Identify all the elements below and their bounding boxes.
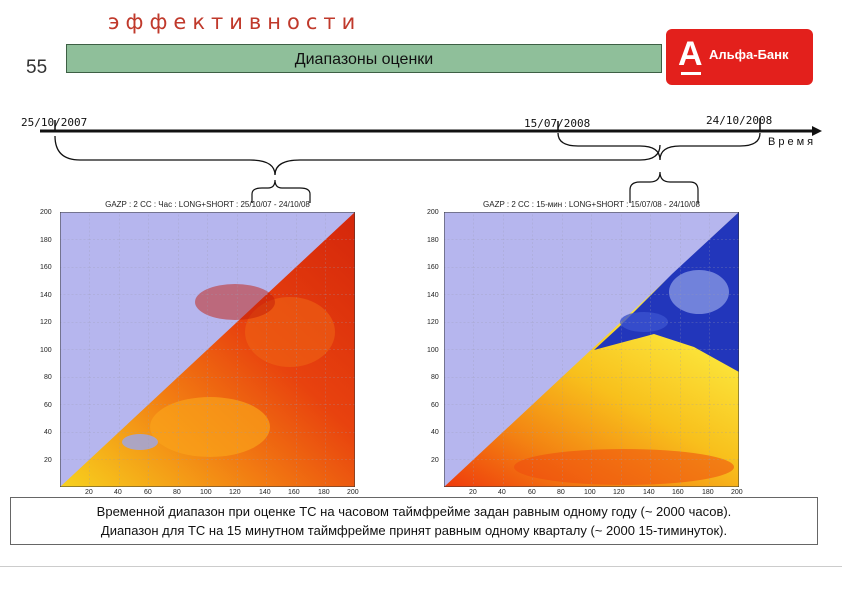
plot1-y-tick: 80 [44,374,52,381]
plot1-y-tick: 40 [44,429,52,436]
plot2-x-tick: 80 [557,489,565,496]
plot1-y-tick: 60 [44,402,52,409]
plot1-x-tick: 160 [288,489,300,496]
plot1-x-tick: 40 [114,489,122,496]
caption-line-1: Временной диапазон при оценке ТС на часо… [96,504,732,519]
plot2-caption-bracket [629,171,699,203]
plot1-x-tick: 100 [200,489,212,496]
plot2-y-tick: 140 [427,292,439,299]
plot2-x-tick: 140 [643,489,655,496]
plot2-x-tick: 200 [731,489,743,496]
plot2-y-tick: 160 [427,264,439,271]
logo-underline [681,72,701,75]
plot2-x-tick: 160 [672,489,684,496]
plot1-caption-bracket [251,179,311,203]
plot1-x-tick: 60 [144,489,152,496]
slide-title: Диапазоны оценки [294,51,434,68]
plot2-x-tick: 40 [498,489,506,496]
plot2-y-tick: 100 [427,347,439,354]
timeline-date-end: 24/10/2008 [706,114,773,127]
plot2-x-tick: 180 [702,489,714,496]
logo-text: Альфа-Банк [709,47,789,62]
timeline-arrow-icon [812,126,822,136]
heatmap-hourly [60,212,355,487]
range-brace-15min [557,132,761,161]
alfa-bank-logo [666,29,813,85]
plot1-x-tick: 200 [347,489,359,496]
plot1-caption: GAZP : 2 CC : Час : LONG+SHORT : 25/10/0… [105,200,310,209]
plot1-x-tick: 140 [259,489,271,496]
plot1-y-tick: 100 [40,347,52,354]
plot1-y-tick: 140 [40,292,52,299]
range-brace-hourly [54,135,661,176]
plot1-x-tick: 180 [318,489,330,496]
plot1-y-tick: 200 [40,209,52,216]
plot2-y-tick: 80 [431,374,439,381]
plot2-x-tick: 20 [469,489,477,496]
slide-number: 55 [26,57,48,78]
plot1-x-tick: 80 [173,489,181,496]
plot2-y-tick: 200 [427,209,439,216]
plot1-y-tick: 20 [44,457,52,464]
heatmap-15min-grid [444,212,739,487]
timeline-axis-label: Время [768,136,817,148]
plot2-y-tick: 20 [431,457,439,464]
caption-line-2: Диапазон для ТС на 15 минутном таймфрейм… [100,523,728,538]
logo-letter-icon: А [678,35,703,73]
plot2-x-tick: 120 [613,489,625,496]
heatmap-15min [444,212,739,487]
plot2-y-tick: 60 [431,402,439,409]
caption-box [10,497,818,545]
plot1-x-tick: 20 [85,489,93,496]
plot1-x-tick: 120 [229,489,241,496]
plot2-x-tick: 60 [528,489,536,496]
title-band [66,44,662,73]
plot1-y-tick: 120 [40,319,52,326]
plot2-y-tick: 40 [431,429,439,436]
footer-divider [0,566,842,567]
slide-top-title: эффективности [108,10,362,34]
plot2-y-tick: 120 [427,319,439,326]
plot2-y-tick: 180 [427,237,439,244]
plot1-y-tick: 160 [40,264,52,271]
timeline-date-mid: 15/07/2008 [524,117,591,130]
timeline-date-start: 25/10/2007 [21,116,88,129]
plot1-y-tick: 180 [40,237,52,244]
heatmap-hourly-grid [60,212,355,487]
plot2-caption: GAZP : 2 CC : 15-мин : LONG+SHORT : 15/0… [483,200,700,209]
plot2-x-tick: 100 [584,489,596,496]
